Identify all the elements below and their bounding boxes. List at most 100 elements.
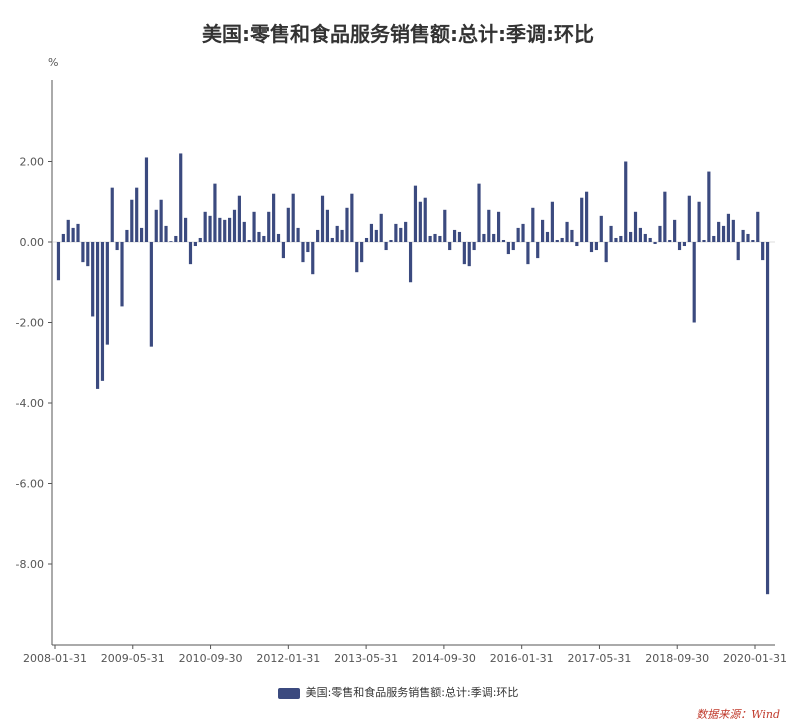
x-tick-label: 2013-05-31 [334, 652, 398, 665]
x-tick-label: 2009-05-31 [101, 652, 165, 665]
x-tick-label: 2017-05-31 [567, 652, 631, 665]
bar [428, 235, 432, 242]
bar [658, 225, 662, 242]
bar [174, 235, 178, 242]
bar [550, 201, 554, 242]
bar [423, 197, 427, 242]
bar [673, 219, 677, 242]
bar [379, 213, 383, 242]
bar [555, 239, 559, 242]
bar [438, 235, 442, 242]
bar [159, 199, 163, 242]
bar [575, 242, 579, 247]
bar [599, 215, 603, 242]
bar [306, 242, 310, 253]
y-axis-unit-label: % [48, 56, 58, 69]
bar [467, 242, 471, 267]
bar [702, 239, 706, 242]
bar [198, 237, 202, 242]
bar [213, 183, 217, 242]
bar [633, 211, 638, 242]
bar [624, 161, 628, 242]
bar [188, 242, 193, 265]
bar [242, 221, 246, 243]
bar [110, 187, 114, 242]
bar [120, 242, 124, 307]
bar [364, 237, 369, 242]
bar [545, 231, 550, 242]
bar [95, 242, 100, 389]
bar [301, 242, 305, 263]
bar [487, 209, 491, 242]
bar [614, 237, 618, 242]
x-tick-label: 2020-01-31 [723, 652, 787, 665]
bar [384, 242, 388, 251]
bar [717, 221, 721, 243]
bar [144, 157, 149, 242]
bar [330, 237, 334, 242]
bar [394, 223, 398, 242]
bar [203, 211, 207, 242]
bar [139, 227, 144, 242]
bar [276, 233, 281, 242]
bar [648, 237, 652, 242]
bar [193, 242, 197, 247]
y-tick-label: -8.00 [16, 558, 44, 571]
y-tick-label: 0.00 [20, 236, 45, 249]
bar [355, 242, 359, 273]
bar [707, 171, 711, 242]
bar [516, 227, 520, 242]
bar [731, 219, 735, 242]
y-tick-label: -2.00 [16, 317, 44, 330]
x-tick-label: 2008-01-31 [23, 652, 87, 665]
y-tick-label: 2.00 [20, 156, 45, 169]
bar [208, 215, 212, 242]
bar [135, 187, 139, 242]
bar [76, 223, 80, 242]
bar [511, 242, 515, 251]
bar [413, 185, 418, 242]
bar [115, 242, 119, 251]
bar [130, 199, 134, 242]
bar [472, 242, 476, 251]
bar [663, 191, 667, 242]
bar [589, 242, 594, 253]
bar [521, 223, 525, 242]
bar [184, 217, 188, 242]
bar [149, 242, 153, 347]
bar [482, 233, 486, 242]
legend-label: 美国:零售和食品服务销售额:总计:季调:环比 [305, 686, 519, 699]
bar [335, 225, 339, 242]
chart-title: 美国:零售和食品服务销售额:总计:季调:环比 [202, 22, 594, 46]
bar [164, 225, 168, 242]
bar [418, 201, 422, 242]
bar [404, 221, 408, 243]
y-tick-label: -6.00 [16, 478, 44, 491]
bar [638, 227, 642, 242]
bar [609, 225, 613, 242]
x-tick-label: 2012-01-31 [256, 652, 320, 665]
bar [682, 242, 687, 247]
bar [408, 242, 413, 283]
bar [443, 209, 447, 242]
bar [218, 217, 222, 242]
bar [565, 221, 569, 243]
bar [726, 213, 731, 242]
bar [267, 211, 271, 242]
bar [61, 233, 65, 242]
bar [374, 229, 378, 242]
bar [496, 211, 501, 242]
bar [286, 207, 290, 242]
bar [81, 242, 85, 263]
bar [751, 239, 755, 242]
bar [570, 229, 574, 242]
legend: 美国:零售和食品服务销售额:总计:季调:环比 [0, 684, 796, 700]
source-note: 数据来源：Wind [696, 708, 780, 721]
bar [389, 239, 393, 242]
bar [619, 235, 623, 242]
bar [477, 183, 481, 242]
x-tick-label: 2016-01-31 [490, 652, 554, 665]
bar [580, 197, 584, 242]
bar [712, 235, 716, 242]
